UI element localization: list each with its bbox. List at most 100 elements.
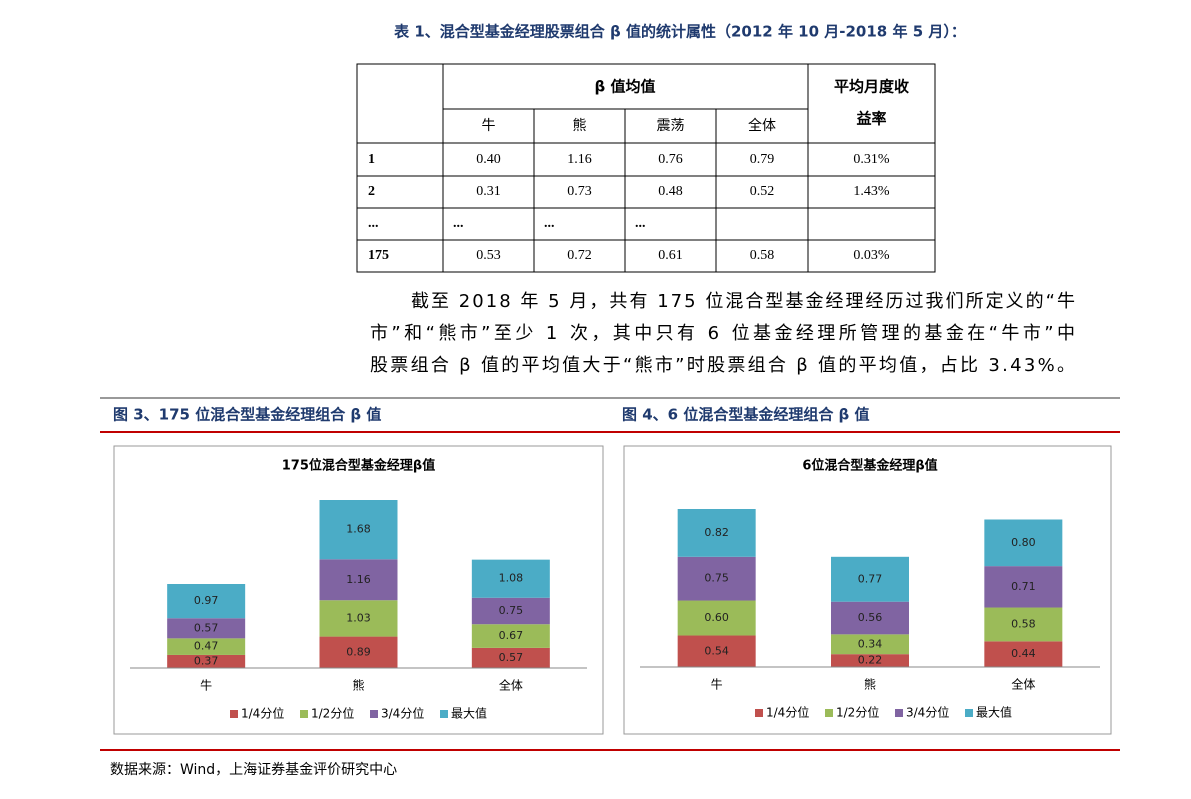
- table-cell: 0.48: [658, 184, 683, 199]
- bar-segment: [984, 519, 1063, 567]
- legend-label: 最大值: [451, 706, 487, 721]
- legend-swatch: [825, 709, 833, 717]
- table-cell: 0.40: [476, 152, 501, 167]
- bar-segment: [319, 636, 398, 668]
- bar-segment: [167, 618, 246, 639]
- paragraph-line: 股票组合 β 值的平均值大于“熊市”时股票组合 β 值的平均值，占比 3.43%…: [370, 355, 1075, 376]
- table-header: 全体: [748, 117, 776, 134]
- bar-segment: [471, 647, 550, 668]
- bar-segment: [677, 635, 756, 667]
- legend-label: 1/4分位: [766, 705, 809, 720]
- data-label: 0.44: [1011, 647, 1036, 660]
- legend-swatch: [300, 710, 308, 718]
- table-cell: ...: [453, 216, 464, 231]
- data-label: 0.75: [499, 604, 524, 617]
- bar-segment: [984, 607, 1063, 642]
- bar-segment: [831, 634, 909, 655]
- table-cell: 0.79: [750, 152, 775, 167]
- legend-swatch: [895, 709, 903, 717]
- data-label: 0.47: [194, 640, 219, 653]
- legend-swatch: [965, 709, 973, 717]
- x-tick-label: 熊: [864, 677, 876, 692]
- bar-segment: [167, 654, 246, 668]
- table-cell: ...: [635, 216, 646, 231]
- legend-label: 3/4分位: [381, 706, 424, 721]
- table-header: 熊: [573, 118, 587, 134]
- x-tick-label: 牛: [200, 678, 212, 693]
- table-cell: 1.43%: [853, 184, 890, 199]
- data-label: 1.03: [346, 611, 371, 624]
- legend-label: 1/2分位: [836, 705, 879, 720]
- x-tick-label: 牛: [711, 677, 723, 692]
- bar-segment: [319, 600, 398, 637]
- data-label: 1.08: [499, 572, 524, 585]
- paragraph-line: 市”和“熊市”至少 1 次，其中只有 6 位基金经理所管理的基金在“牛市”中: [370, 323, 1075, 344]
- bar-segment: [471, 597, 550, 625]
- table-cell: ...: [544, 216, 555, 231]
- figure-caption: 图 3、175 位混合型基金经理组合 β 值: [113, 406, 381, 424]
- data-label: 0.54: [704, 644, 729, 657]
- bar-segment: [677, 556, 756, 601]
- figure-caption: 图 4、6 位混合型基金经理组合 β 值: [622, 406, 870, 424]
- data-label: 0.34: [858, 637, 883, 650]
- legend-swatch: [440, 710, 448, 718]
- data-label: 0.75: [704, 572, 729, 585]
- bar-segment: [984, 566, 1063, 608]
- table-header: 益率: [856, 110, 886, 128]
- data-label: 0.56: [858, 611, 883, 624]
- data-label: 1.16: [346, 573, 371, 586]
- data-label: 0.71: [1011, 580, 1036, 593]
- x-tick-label: 全体: [1011, 677, 1035, 692]
- data-label: 1.68: [346, 523, 371, 536]
- legend-swatch: [755, 709, 763, 717]
- bar-segment: [677, 509, 756, 557]
- data-label: 0.89: [346, 645, 371, 658]
- x-tick-label: 全体: [499, 678, 523, 693]
- table-cell: 0.72: [567, 248, 592, 263]
- paragraph-line: 截至 2018 年 5 月，共有 175 位混合型基金经理经历过我们所定义的“牛: [411, 291, 1075, 312]
- legend-label: 1/2分位: [311, 706, 354, 721]
- bar-segment: [831, 556, 909, 602]
- data-label: 0.57: [194, 621, 219, 634]
- legend-swatch: [230, 710, 238, 718]
- table-cell: 2: [368, 184, 375, 199]
- table-cell: 0.03%: [853, 248, 890, 263]
- table-cell: 0.52: [750, 184, 775, 199]
- x-tick-label: 熊: [352, 678, 364, 693]
- data-label: 0.37: [194, 654, 219, 667]
- legend-label: 3/4分位: [906, 705, 949, 720]
- data-label: 0.22: [858, 654, 883, 667]
- data-label: 0.57: [499, 651, 524, 664]
- data-label: 0.80: [1011, 536, 1036, 549]
- table-header: 平均月度收: [834, 78, 909, 96]
- legend-swatch: [370, 710, 378, 718]
- table-cell: 0.61: [658, 248, 683, 263]
- table-cell: 0.73: [567, 184, 592, 199]
- bar-segment: [319, 500, 398, 560]
- chart-title: 6位混合型基金经理β值: [802, 458, 937, 474]
- legend-label: 1/4分位: [241, 706, 284, 721]
- table-cell: 0.58: [750, 248, 775, 263]
- bar-segment: [677, 600, 756, 636]
- data-label: 0.60: [704, 611, 729, 624]
- data-label: 0.77: [858, 572, 883, 585]
- bar-segment: [167, 584, 246, 619]
- table-cell: 1.16: [567, 152, 592, 167]
- bar-segment: [471, 559, 550, 598]
- data-label: 0.67: [499, 629, 524, 642]
- table-grid: [356, 63, 936, 273]
- table-cell: ...: [368, 216, 379, 231]
- table-cell: 175: [368, 248, 389, 263]
- table-header: β 值均值: [595, 78, 656, 96]
- table-header: 震荡: [657, 118, 685, 134]
- chart-title: 175位混合型基金经理β值: [282, 458, 435, 474]
- data-label: 0.97: [194, 594, 219, 607]
- table-cell: 0.31: [476, 184, 501, 199]
- bar-segment: [984, 641, 1063, 667]
- table-cell: 1: [368, 152, 375, 167]
- bar-segment: [167, 638, 246, 655]
- bar-segment: [471, 624, 550, 648]
- bar-segment: [831, 601, 909, 635]
- legend-label: 最大值: [976, 705, 1012, 720]
